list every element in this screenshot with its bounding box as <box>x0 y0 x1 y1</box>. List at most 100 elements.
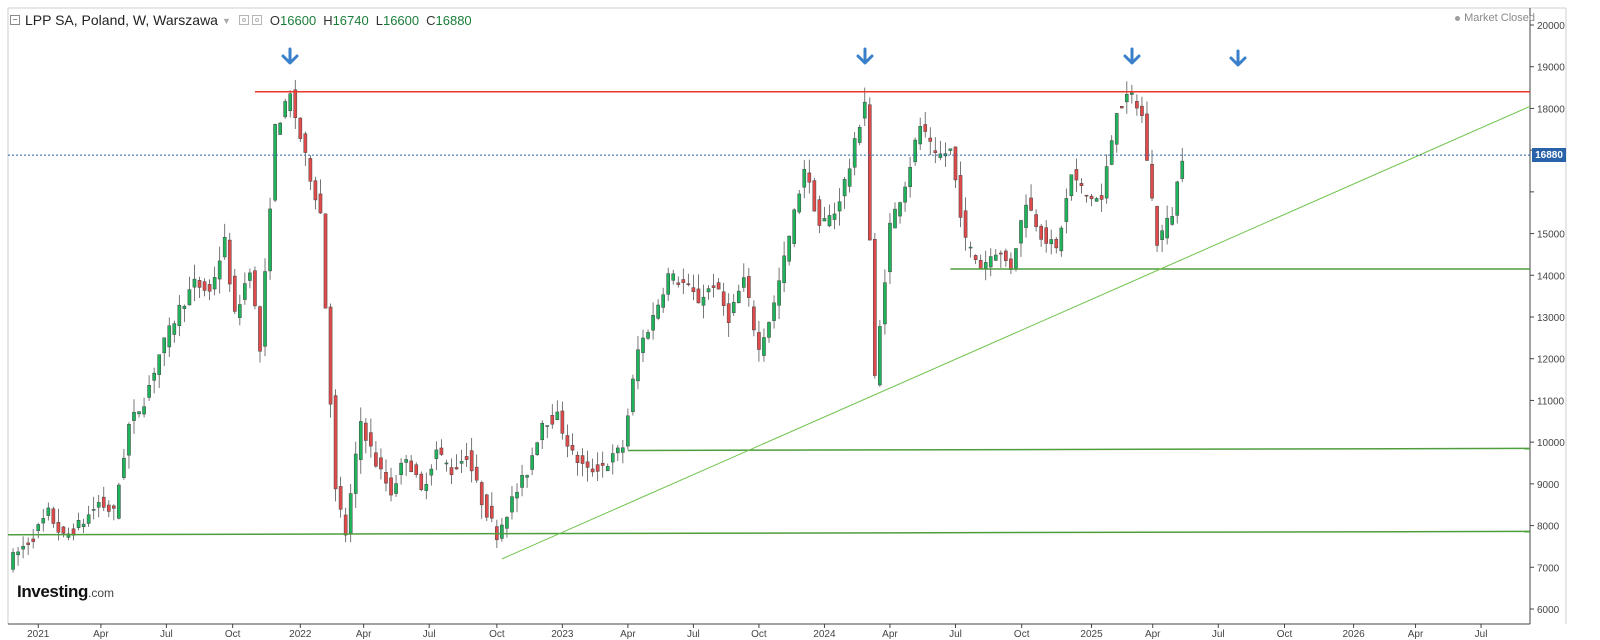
collapse-icon[interactable] <box>10 15 20 25</box>
logo-main: Investing <box>17 582 89 601</box>
y-tick-label: 11000 <box>1537 396 1565 407</box>
settings-icon[interactable] <box>238 15 249 25</box>
trendline-support-7800 <box>7 530 1531 536</box>
candle-body <box>696 288 701 304</box>
candle-body <box>202 281 207 291</box>
trendline-ascending-trendline <box>501 105 1531 560</box>
settings-icon-2[interactable] <box>251 15 262 25</box>
candle-body <box>787 235 791 262</box>
x-tick-label: 2024 <box>813 629 836 640</box>
candle-body <box>656 304 660 319</box>
x-tick-label: 2021 <box>27 629 50 640</box>
ohlc-readout: O16600 H16740 L16600 C16880 <box>270 13 472 28</box>
candle-body <box>832 213 837 220</box>
candle-body <box>137 411 141 415</box>
close-value: 16880 <box>435 12 472 28</box>
candle-body <box>948 148 953 151</box>
x-tick-label: Jul <box>423 629 436 640</box>
x-tick-label: 2023 <box>551 629 574 640</box>
candle-body <box>298 117 303 139</box>
candle-body <box>308 158 313 182</box>
candle-body <box>338 486 343 510</box>
low-label: L <box>375 12 383 28</box>
x-tick-label: Oct <box>751 629 767 640</box>
candle-body <box>873 239 877 376</box>
candle-body <box>288 93 293 112</box>
instrument-title[interactable]: LPP SA, Poland, W, Warszawa <box>25 12 218 28</box>
y-tick-label: 10000 <box>1537 438 1565 449</box>
candle-body <box>545 425 550 427</box>
candle-body <box>263 271 267 347</box>
candle-body <box>923 124 928 132</box>
candle-body <box>757 332 761 350</box>
candle-body <box>560 410 565 434</box>
candle-body <box>449 467 454 476</box>
x-tick-label: Jul <box>949 629 962 640</box>
candle-body <box>983 262 988 269</box>
arrow-down-icon[interactable] <box>1227 48 1249 70</box>
arrow-down-icon[interactable] <box>854 46 876 68</box>
x-tick-label: Oct <box>489 629 505 640</box>
candle-body <box>343 514 348 536</box>
chart-header: LPP SA, Poland, W, Warszawa ▼ O16600 H16… <box>10 9 472 31</box>
candle-body <box>792 209 797 244</box>
candle-body <box>1024 204 1028 228</box>
y-axis: 6000 7000 8000 9000 10000 11000 12000 13000 1400… <box>1530 21 1565 616</box>
candle-body <box>590 468 595 473</box>
high-label: H <box>323 12 333 28</box>
candle-body <box>867 104 872 241</box>
candle-body <box>389 477 393 496</box>
arrow-down-icon[interactable] <box>1121 46 1143 68</box>
candle-body <box>928 137 933 142</box>
candle-body <box>600 462 605 466</box>
y-tick-label: 19000 <box>1537 63 1565 74</box>
y-tick-label: 7000 <box>1537 563 1560 574</box>
candle-body <box>852 138 857 168</box>
candle-body <box>1180 160 1185 179</box>
candle-body <box>671 273 676 281</box>
candle-body <box>101 496 106 508</box>
candle-body <box>217 260 222 280</box>
x-tick-label: Jul <box>160 629 173 640</box>
candle-body <box>570 445 575 451</box>
candle-body <box>358 421 363 460</box>
last-price-label: 16880 <box>1532 148 1566 162</box>
candle-body <box>222 237 227 258</box>
high-value: 16740 <box>332 12 369 28</box>
candle-body <box>434 449 439 459</box>
candle-body <box>641 337 645 353</box>
y-tick-label: 20000 <box>1537 21 1565 32</box>
candle-body <box>827 215 832 227</box>
candle-body <box>1064 198 1069 222</box>
candle-body <box>988 256 993 268</box>
candle-body <box>686 283 691 285</box>
candle-body <box>414 464 419 475</box>
candle-body <box>394 483 398 494</box>
candle-body <box>565 435 570 447</box>
candle-body <box>933 150 938 153</box>
candle-body <box>76 520 81 528</box>
candle-body <box>364 422 368 441</box>
candle-body <box>424 484 429 491</box>
candle-body <box>11 552 15 570</box>
candle-body <box>1145 113 1149 161</box>
candle-body <box>580 455 585 464</box>
candle-body <box>479 482 484 506</box>
candle-body <box>1114 113 1119 145</box>
candle-body <box>167 325 172 348</box>
trend-lines[interactable] <box>7 90 1531 560</box>
candle-body <box>681 279 686 283</box>
candle-body <box>328 306 333 405</box>
candle-body <box>782 255 786 283</box>
candle-body <box>1165 217 1169 239</box>
y-tick-label: 8000 <box>1537 522 1560 533</box>
candle-body <box>293 89 298 118</box>
candle-body <box>1135 101 1139 109</box>
candle-body <box>248 272 252 281</box>
arrow-down-icon[interactable] <box>279 46 301 68</box>
candle-body <box>106 504 111 512</box>
chevron-down-icon[interactable]: ▼ <box>221 16 231 26</box>
candle-body <box>86 514 91 524</box>
candle-body <box>152 372 156 381</box>
